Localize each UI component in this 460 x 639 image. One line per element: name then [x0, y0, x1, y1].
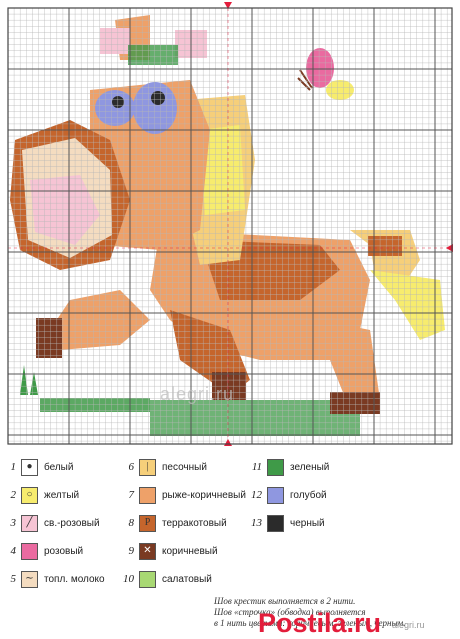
fine-grid [8, 8, 452, 444]
flower-leaves [128, 45, 178, 65]
legend-swatch: | [139, 458, 156, 476]
legend-number: 3 [10, 517, 17, 529]
cross-stitch-chart [7, 2, 453, 446]
center-marker-top [224, 2, 232, 9]
legend-name: голубой [290, 489, 327, 501]
legend-name: песочный [162, 461, 207, 473]
legend-swatch [267, 458, 284, 476]
legend-name: розовый [44, 545, 84, 557]
legend-name: белый [44, 461, 74, 473]
note-line-3: в 1 нить цветами: коричневым, зеленым, ч… [214, 618, 406, 628]
butterfly-antenna [297, 69, 313, 91]
legend-name: терракотовый [162, 517, 227, 529]
legend-number: 10 [123, 573, 134, 585]
legend-item: 9 ✕ коричневый [118, 540, 218, 562]
legend-number: 9 [128, 545, 135, 557]
legend-swatch: P [139, 514, 156, 532]
grass-patch-right [150, 400, 360, 436]
butterfly-wing-yellow [326, 80, 354, 100]
legend-number: 13 [251, 517, 262, 529]
grass-patch [40, 398, 150, 412]
legend-name: черный [290, 517, 325, 529]
pony-eye-left [95, 90, 135, 126]
pony-pupil-right [151, 91, 165, 105]
pony-eye-right [133, 82, 177, 134]
pony-hoof-right [330, 392, 380, 414]
legend-number: 8 [128, 517, 135, 529]
legend-number: 4 [10, 545, 17, 557]
legend-number: 7 [128, 489, 135, 501]
source-logo: alegri.ru [392, 620, 425, 630]
legend-swatch [21, 542, 38, 560]
legend-name: св.-розовый [44, 517, 100, 529]
pony-hoof-left [36, 318, 62, 358]
color-legend: 1 ● белый 2 ○ желтый 3 ╱ св.-розовый 4 розовый 5 ∼ то… [0, 448, 460, 598]
legend-number: 1 [10, 461, 17, 473]
legend-swatch: ╱ [21, 514, 38, 532]
grass-blades [20, 365, 38, 395]
legend-swatch [267, 486, 284, 504]
legend-item: 4 розовый [0, 540, 83, 562]
legend-swatch [267, 514, 284, 532]
pony-hind-leg [320, 320, 380, 410]
pony-tail-tip [370, 270, 445, 340]
legend-number: 5 [10, 573, 17, 585]
legend-name: рыже-коричневый [162, 489, 246, 501]
legend-name: салатовый [162, 573, 212, 585]
legend-swatch: ○ [21, 486, 38, 504]
legend-swatch: ● [21, 458, 38, 476]
legend-item: 12 голубой [246, 484, 327, 506]
legend-swatch [139, 570, 156, 588]
note-line-1: Шов крестик выполняется в 2 нити. [214, 596, 356, 606]
legend-swatch [139, 486, 156, 504]
legend-item: 7 рыже-коричневый [118, 484, 246, 506]
legend-item: 11 зеленый [246, 456, 329, 478]
stitch-note: Шов крестик выполняется в 2 нити. Шов «с… [214, 596, 458, 629]
legend-swatch: ∼ [21, 570, 38, 588]
legend-name: зеленый [290, 461, 330, 473]
watermark: alegri.ru [160, 384, 235, 404]
center-marker-right [446, 244, 453, 252]
legend-swatch: ✕ [139, 542, 156, 560]
note-line-2: Шов «строчка» (обводка) выполняется [214, 607, 366, 617]
legend-item: 13 черный [246, 512, 325, 534]
legend-number: 11 [251, 461, 262, 473]
legend-number: 6 [128, 461, 135, 473]
legend-name: желтый [44, 489, 80, 501]
legend-item: 6 | песочный [118, 456, 207, 478]
legend-item: 5 ∼ топл. молоко [0, 568, 105, 590]
legend-item: 1 ● белый [0, 456, 73, 478]
legend-item: 2 ○ желтый [0, 484, 79, 506]
legend-item: 3 ╱ св.-розовый [0, 512, 100, 534]
legend-name: коричневый [162, 545, 218, 557]
chart-border [7, 7, 453, 445]
legend-item: 10 салатовый [118, 568, 212, 590]
flower-left [100, 28, 130, 54]
butterfly-wing-pink [306, 48, 334, 88]
legend-name: топл. молоко [44, 573, 105, 585]
legend-number: 2 [10, 489, 17, 501]
site-logo: Postila.ru [258, 608, 382, 638]
heavy-grid [7, 7, 452, 444]
legend-number: 12 [251, 489, 262, 501]
